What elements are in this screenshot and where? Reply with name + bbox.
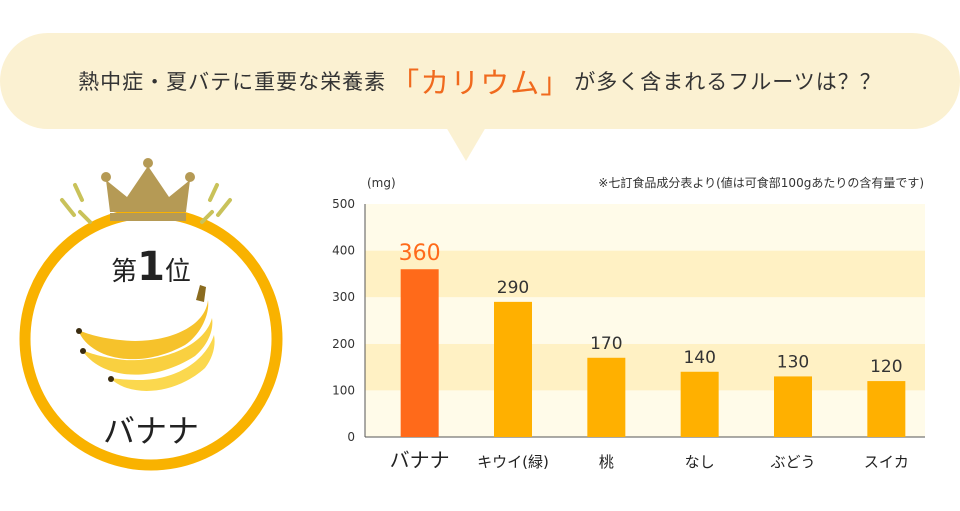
headline-after: が多く含まれるフルーツは？？ xyxy=(574,70,882,94)
y-tick-label: 200 xyxy=(332,337,355,351)
y-tick-label: 300 xyxy=(332,290,355,304)
bar xyxy=(867,381,906,437)
bar xyxy=(400,269,439,437)
rank-badge: 第1位 バナナ xyxy=(0,0,330,507)
headline-highlight: 「カリウム」 xyxy=(390,66,571,100)
bar-value-label: 140 xyxy=(683,348,715,368)
x-tick-label: バナナ xyxy=(390,448,450,472)
bar-value-label: 120 xyxy=(870,357,902,377)
y-tick-label: 100 xyxy=(332,383,355,397)
rank-label: 第1位 xyxy=(96,244,206,290)
y-tick-label: 0 xyxy=(347,430,355,444)
bar xyxy=(680,371,719,437)
source-note: ※七訂食品成分表より(値は可食部100gあたりの含有量です) xyxy=(598,176,924,190)
bar-value-label: 170 xyxy=(590,334,622,354)
y-tick-label: 500 xyxy=(332,197,355,211)
grid-band xyxy=(365,297,925,344)
headline-bubble-tail xyxy=(446,127,486,161)
rank-suffix: 位 xyxy=(164,257,191,287)
headline-before: 熱中症・夏バテに重要な栄養素 xyxy=(78,70,387,94)
headline: 熱中症・夏バテに重要な栄養素 「カリウム」 が多く含まれるフルーツは？？ xyxy=(0,33,960,129)
x-tick-label: ぶどう xyxy=(770,453,815,471)
grid-band xyxy=(365,204,925,251)
x-tick-label: スイカ xyxy=(864,453,909,471)
grid-band xyxy=(365,250,925,298)
rank-fruit-name: バナナ xyxy=(102,412,199,450)
rank-number: 1 xyxy=(137,244,165,290)
banana-icon xyxy=(76,285,215,391)
y-axis-unit: (mg) xyxy=(367,176,396,190)
bar-value-label: 290 xyxy=(497,278,529,298)
headline-bubble xyxy=(0,33,960,129)
crown-icon xyxy=(101,158,195,221)
x-tick-label: 桃 xyxy=(599,453,614,471)
bar-value-label: 130 xyxy=(777,352,809,372)
grid-band xyxy=(365,343,925,391)
bar xyxy=(774,376,812,437)
bar xyxy=(494,301,532,437)
y-tick-label: 400 xyxy=(332,244,355,258)
x-tick-label: キウイ(緑) xyxy=(477,453,549,471)
potassium-bar-chart: 0 100 200 300 400 500 360 バナナ 290 キウイ(緑) 170 桃 140 なし… xyxy=(332,197,925,472)
grid-band xyxy=(365,390,925,437)
bar xyxy=(587,357,626,437)
bar-value-label: 360 xyxy=(399,241,441,266)
rank-prefix: 第 xyxy=(111,257,138,287)
sparkle-lines-icon xyxy=(60,183,232,224)
x-tick-label: なし xyxy=(685,453,715,471)
